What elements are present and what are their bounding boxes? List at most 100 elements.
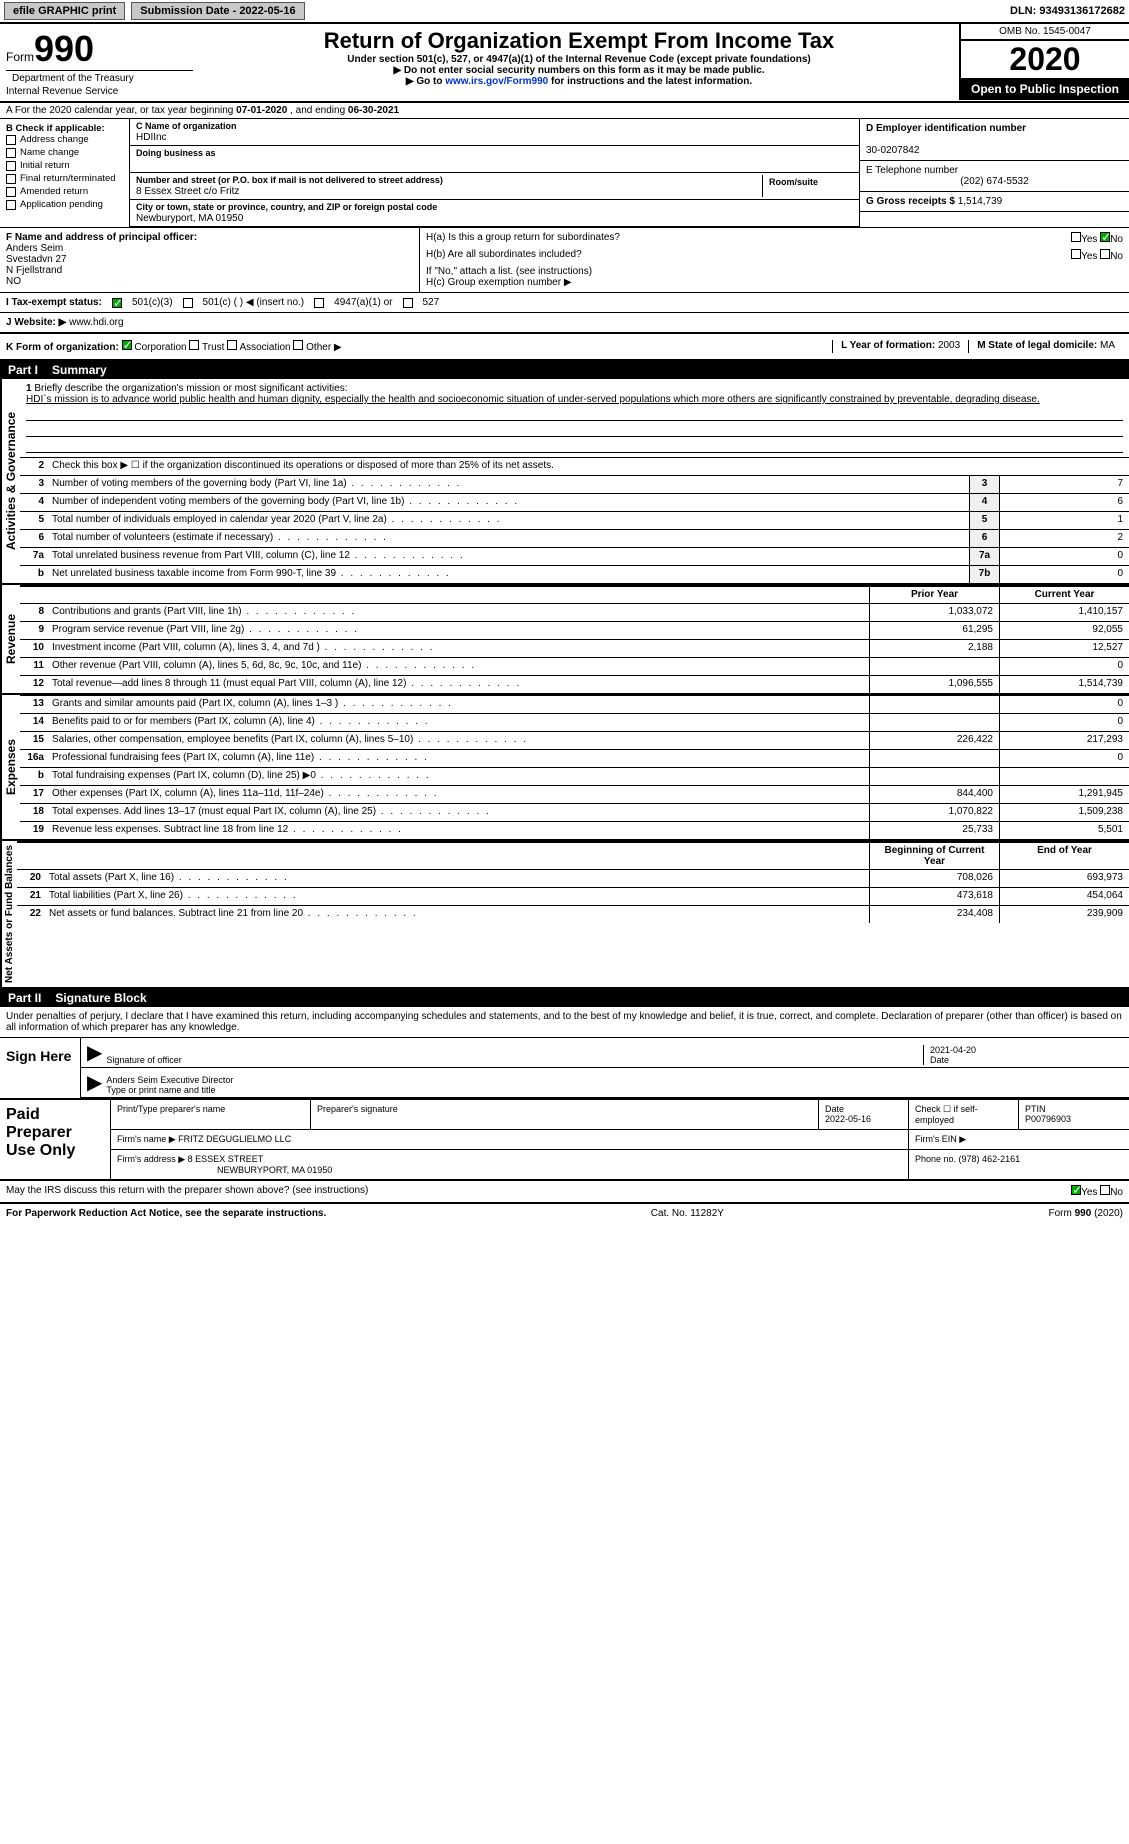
submission-date-button[interactable]: Submission Date - 2022-05-16 [131,2,304,20]
table-row: 14Benefits paid to or for members (Part … [20,713,1129,731]
cb-hb-no[interactable] [1100,249,1110,259]
cb-501c[interactable] [183,298,193,308]
ptin: P00796903 [1025,1114,1071,1124]
principal-officer: F Name and address of principal officer:… [0,228,420,292]
ssn-note: Do not enter social security numbers on … [205,65,953,76]
form-word: Form [6,50,34,64]
sign-here-row: Sign Here ▶ Signature of officer 2021-04… [0,1038,1129,1098]
firm-name: FRITZ DEGUGLIELMO LLC [178,1134,291,1144]
netassets-label: Net Assets or Fund Balances [0,841,17,987]
cb-other[interactable] [293,340,303,350]
cb-ha-yes[interactable] [1071,232,1081,242]
activities-governance-section: Activities & Governance 1 Briefly descri… [0,379,1129,585]
table-row: 20Total assets (Part X, line 16)708,0266… [17,869,1129,887]
table-row: 12Total revenue—add lines 8 through 11 (… [20,675,1129,693]
tax-exempt-status: I Tax-exempt status: 501(c)(3) 501(c) ( … [0,293,1129,313]
group-return: H(a) Is this a group return for subordin… [420,228,1129,292]
table-row: 18Total expenses. Add lines 13–17 (must … [20,803,1129,821]
gov-line: 6Total number of volunteers (estimate if… [20,529,1129,547]
prep-date: 2022-05-16 [825,1114,871,1124]
irs-link[interactable]: www.irs.gov/Form990 [445,76,548,87]
cb-name-change[interactable] [6,148,16,158]
gov-line: 4Number of independent voting members of… [20,493,1129,511]
efile-graphic-print-button[interactable]: efile GRAPHIC print [4,2,125,20]
col-b-checkboxes: B Check if applicable: Address change Na… [0,119,130,227]
form-subtitle: Under section 501(c), 527, or 4947(a)(1)… [205,54,953,65]
table-row: bTotal fundraising expenses (Part IX, co… [20,767,1129,785]
discuss-row: May the IRS discuss this return with the… [0,1181,1129,1204]
activities-label: Activities & Governance [0,379,20,583]
cb-association[interactable] [227,340,237,350]
topbar: efile GRAPHIC print Submission Date - 20… [0,0,1129,24]
col-d: D Employer identification number30-02078… [859,119,1129,227]
expenses-label: Expenses [0,695,20,839]
gov-line: 7aTotal unrelated business revenue from … [20,547,1129,565]
cb-hb-yes[interactable] [1071,249,1081,259]
arrow-icon: ▶ [87,1070,102,1095]
officer-name-title: Anders Seim Executive Director [106,1075,1123,1085]
firm-phone: (978) 462-2161 [959,1154,1021,1164]
mission-block: 1 Briefly describe the organization's mi… [20,379,1129,457]
end-year-hdr: End of Year [999,843,1129,869]
cb-4947[interactable] [314,298,324,308]
current-year-hdr: Current Year [999,587,1129,603]
cb-501c3[interactable] [112,298,122,308]
gov-line: 2Check this box ▶ ☐ if the organization … [20,457,1129,475]
dln-label: DLN: 93493136172682 [1010,5,1125,17]
form-title: Return of Organization Exempt From Incom… [205,28,953,54]
cb-discuss-yes[interactable] [1071,1185,1081,1195]
prior-year-hdr: Prior Year [869,587,999,603]
table-row: 17Other expenses (Part IX, column (A), l… [20,785,1129,803]
sig-date: 2021-04-20 [930,1045,1123,1055]
cb-527[interactable] [403,298,413,308]
firm-address: 8 ESSEX STREET [188,1154,264,1164]
table-row: 19Revenue less expenses. Subtract line 1… [20,821,1129,839]
form-header: Form990 Department of the Treasury Inter… [0,24,1129,103]
cb-ha-no[interactable] [1100,232,1110,242]
ein: 30-0207842 [866,145,919,156]
table-row: 13Grants and similar amounts paid (Part … [20,695,1129,713]
tax-year: 2020 [961,41,1129,78]
cb-discuss-no[interactable] [1100,1185,1110,1195]
table-row: 9Program service revenue (Part VIII, lin… [20,621,1129,639]
open-to-public: Open to Public Inspection [961,78,1129,100]
beg-year-hdr: Beginning of Current Year [869,843,999,869]
cb-address-change[interactable] [6,135,16,145]
gov-line: 5Total number of individuals employed in… [20,511,1129,529]
street-address: 8 Essex Street c/o Fritz [136,186,239,197]
irs-label: Internal Revenue Service [6,86,193,97]
paid-preparer-section: Paid Preparer Use Only Print/Type prepar… [0,1098,1129,1181]
cb-amended-return[interactable] [6,187,16,197]
cb-final-return[interactable] [6,174,16,184]
cb-initial-return[interactable] [6,161,16,171]
dept-treasury: Department of the Treasury [6,70,193,86]
cb-application-pending[interactable] [6,200,16,210]
cb-trust[interactable] [189,340,199,350]
table-row: 15Salaries, other compensation, employee… [20,731,1129,749]
gov-line: bNet unrelated business taxable income f… [20,565,1129,583]
revenue-label: Revenue [0,585,20,693]
expenses-section: Expenses 13Grants and similar amounts pa… [0,695,1129,841]
city-state-zip: Newburyport, MA 01950 [136,213,243,224]
page-footer: For Paperwork Reduction Act Notice, see … [0,1204,1129,1223]
table-row: 16aProfessional fundraising fees (Part I… [20,749,1129,767]
revenue-section: Revenue Prior Year Current Year 8Contrib… [0,585,1129,695]
table-row: 10Investment income (Part VIII, column (… [20,639,1129,657]
part2-header: Part IISignature Block [0,989,1129,1007]
form-number: 990 [34,28,94,69]
row-klm: K Form of organization: Corporation Trus… [0,334,1129,361]
gross-receipts: 1,514,739 [958,196,1003,207]
table-row: 21Total liabilities (Part X, line 26)473… [17,887,1129,905]
website: www.hdi.org [69,317,123,328]
website-row: J Website: ▶ www.hdi.org [0,313,1129,334]
col-c-org-info: C Name of organizationHDIInc Doing busin… [130,119,859,227]
year-formation: 2003 [938,340,960,351]
table-row: 11Other revenue (Part VIII, column (A), … [20,657,1129,675]
gov-line: 3Number of voting members of the governi… [20,475,1129,493]
table-row: 22Net assets or fund balances. Subtract … [17,905,1129,923]
omb-number: OMB No. 1545-0047 [961,24,1129,41]
cb-corporation[interactable] [122,340,132,350]
goto-note: Go to www.irs.gov/Form990 for instructio… [205,76,953,87]
netassets-section: Net Assets or Fund Balances Beginning of… [0,841,1129,989]
table-row: 8Contributions and grants (Part VIII, li… [20,603,1129,621]
